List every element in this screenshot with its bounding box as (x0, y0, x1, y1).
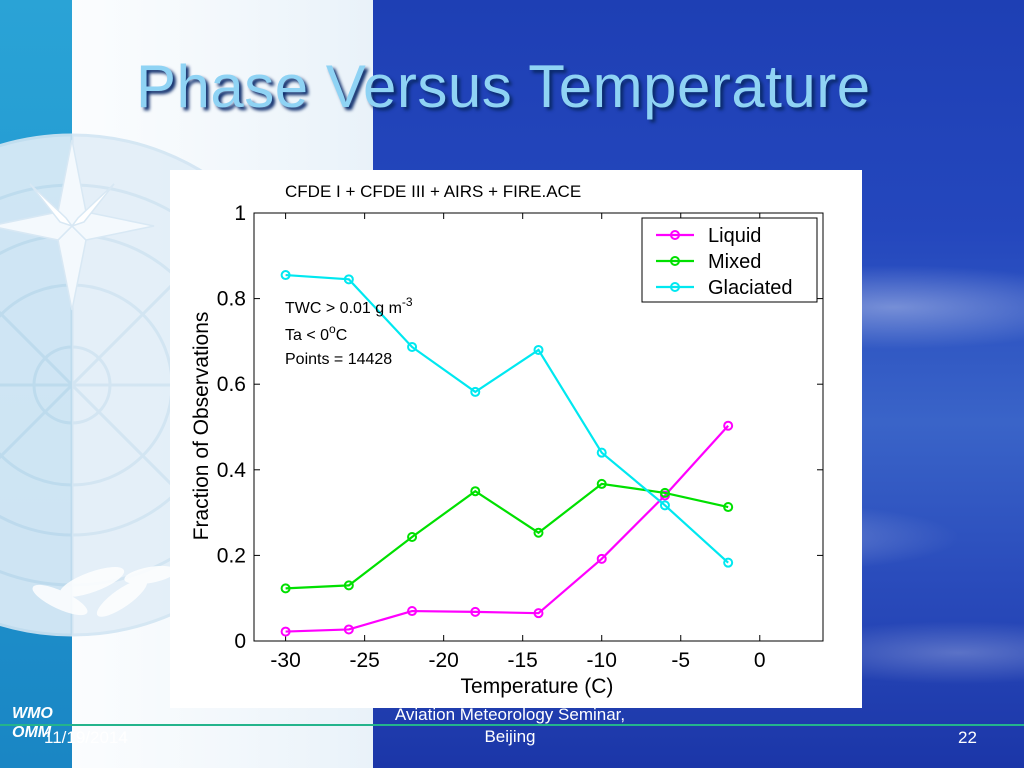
y-axis-label: Fraction of Observations (190, 312, 213, 541)
data-point-mixed (470, 486, 481, 497)
data-point-glaciated (659, 500, 670, 511)
data-point-glaciated (470, 386, 481, 397)
series-line-mixed (285, 482, 729, 590)
laurel-branch-icon (32, 565, 176, 617)
data-point-mixed (533, 527, 544, 538)
x-tick-label: -20 (428, 649, 458, 672)
y-tick-label: 0.6 (217, 373, 246, 396)
data-point-liquid (343, 624, 354, 635)
data-point-mixed (343, 580, 354, 591)
series-line-liquid (285, 424, 729, 633)
wmo-logo-line1: WMO (12, 705, 53, 722)
footer-page-number: 22 (958, 728, 977, 747)
compass-star-icon (0, 139, 155, 311)
y-tick-label: 1 (234, 202, 246, 225)
chart-annotation: TWC > 0.01 g m-3 Ta < 0oC Points = 14428 (285, 295, 413, 368)
footer-event-line2: Beijing (484, 727, 536, 746)
data-point-mixed (407, 531, 418, 542)
annotation-points: Points = 14428 (285, 351, 392, 368)
y-tick-label: 0.4 (217, 459, 247, 482)
data-point-glaciated (533, 344, 544, 355)
x-tick-label: -25 (349, 649, 379, 672)
data-point-liquid (280, 626, 291, 637)
data-point-glaciated (407, 341, 418, 352)
chart-panel: -30 -25 -20 -15 -10 -5 0 0 0.2 0.4 0.6 0.8 1 Liquid M… (170, 170, 862, 708)
data-point-mixed (280, 583, 291, 594)
annotation-ta-text: Ta < 0 (285, 327, 329, 344)
x-axis-label: Temperature (C) (461, 675, 614, 698)
footer-event-line1: Aviation Meteorology Seminar, (394, 705, 626, 724)
legend-marker-liquid (670, 230, 680, 240)
annotation-twc: TWC > 0.01 g m-3 (285, 295, 413, 317)
y-tick-label: 0.2 (217, 544, 246, 567)
data-point-liquid (533, 608, 544, 619)
chart: -30 -25 -20 -15 -10 -5 0 0 0.2 0.4 0.6 0.8 1 Liquid M… (190, 182, 824, 698)
annotation-ta: Ta < 0oC (285, 322, 347, 344)
data-point-glaciated (343, 274, 354, 285)
annotation-ta-degree: o (329, 322, 336, 336)
chart-title: CFDE I + CFDE III + AIRS + FIRE.ACE (285, 182, 581, 201)
annotation-ta-unit: C (336, 327, 348, 344)
plot-frame (253, 212, 824, 642)
legend-label-mixed: Mixed (708, 251, 761, 273)
wmo-logo-line2: OMM (12, 724, 52, 741)
data-point-mixed (659, 487, 670, 498)
footer-event: Aviation Meteorology Seminar, Beijing (360, 704, 660, 748)
data-point-liquid (723, 420, 734, 431)
legend-marker-glaciated (670, 282, 680, 292)
footer-date: 11/19/2014 (44, 728, 128, 747)
slide-title: Phase Versus Temperature (136, 53, 871, 120)
annotation-twc-exponent: -3 (402, 295, 413, 309)
annotation-twc-text: TWC > 0.01 g m (285, 300, 402, 317)
legend-label-glaciated: Glaciated (708, 277, 793, 299)
x-tick-label: -5 (671, 649, 690, 672)
x-tick-label: -15 (508, 649, 538, 672)
data-point-glaciated (723, 557, 734, 568)
data-point-mixed (723, 502, 734, 513)
y-tick-label: 0.8 (217, 288, 246, 311)
footer-divider (0, 724, 1024, 726)
y-tick-label: 0 (234, 630, 246, 653)
x-tick-label: -30 (270, 649, 300, 672)
series-line-glaciated (285, 273, 729, 564)
legend-marker-mixed (670, 256, 680, 266)
x-tick-label: -10 (587, 649, 617, 672)
wmo-logo: WMO OMM (12, 704, 53, 742)
data-point-liquid (596, 553, 607, 564)
x-tick-label: 0 (754, 649, 766, 672)
data-point-liquid (407, 606, 418, 617)
legend-label-liquid: Liquid (708, 225, 761, 247)
data-point-glaciated (596, 447, 607, 458)
data-point-liquid (470, 606, 481, 617)
data-point-mixed (596, 478, 607, 489)
data-point-glaciated (280, 270, 291, 281)
